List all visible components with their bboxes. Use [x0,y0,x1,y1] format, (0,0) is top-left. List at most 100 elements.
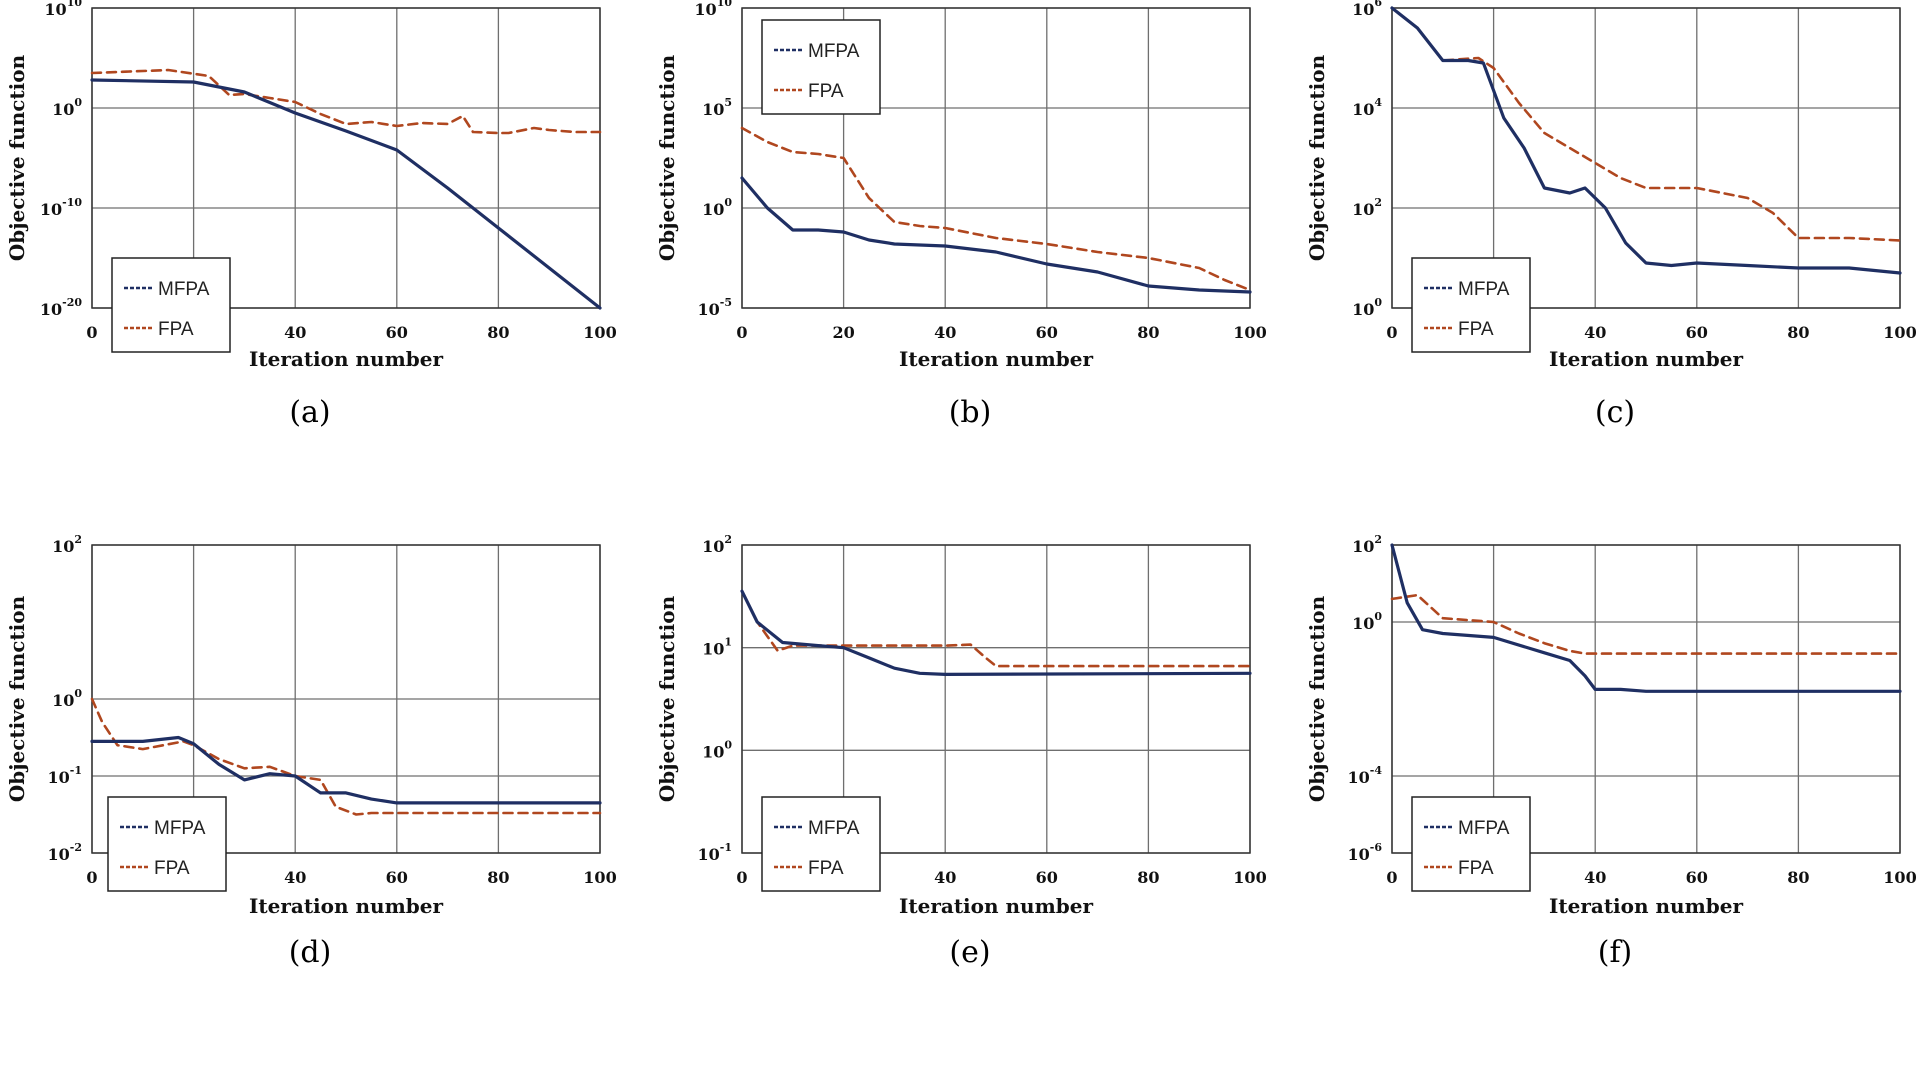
x-axis-label: Iteration number [899,894,1093,918]
x-axis-label: Iteration number [249,347,443,371]
x-tick-label: 60 [386,868,408,887]
x-tick-label: 0 [86,323,97,342]
y-axis-label: Objective function [655,54,679,261]
x-tick-label: 40 [934,868,956,887]
series-line-mfpa [740,589,1252,676]
legend-label-mfpa: MFPA [1458,818,1510,839]
series-line-fpa [740,589,1252,668]
x-axis-label: Iteration number [1549,894,1743,918]
x-tick-label: 100 [1883,868,1916,887]
x-tick-label: 40 [1584,868,1606,887]
x-tick-label: 80 [1787,868,1809,887]
series-line-fpa [1390,6,1902,242]
y-tick-label: 10-5 [698,296,733,319]
x-tick-label: 100 [1233,868,1266,887]
y-tick-label: 100 [702,738,732,761]
caption: (f) [1597,935,1633,970]
legend: MFPA FPA [111,257,231,353]
x-tick-label: 0 [86,868,97,887]
series-line-mfpa [1390,6,1902,275]
y-tick-label: 102 [1352,535,1382,556]
plot-area [741,544,1251,854]
caption: (b) [948,395,992,430]
x-tick-label: 20 [832,323,854,342]
series-line-mfpa [90,78,602,310]
x-tick-label: 60 [1686,323,1708,342]
caption: (a) [289,395,331,430]
y-tick-label: 102 [1352,196,1382,219]
x-tick-label: 60 [1036,323,1058,342]
x-tick-label: 0 [1386,868,1397,887]
x-axis-label: Iteration number [249,894,443,918]
y-tick-label: 10-4 [1348,764,1383,787]
x-tick-label: 80 [487,323,509,342]
plot-area [1391,7,1901,309]
series-line-fpa [740,126,1252,292]
series-line-mfpa [1390,543,1902,693]
plot-area [91,7,601,309]
x-axis-label: Iteration number [1549,347,1743,371]
plot-area [741,7,1251,309]
y-axis-label: Objective function [5,595,29,802]
legend-label-mfpa: MFPA [1458,279,1510,300]
y-tick-label: 105 [702,96,732,119]
legend-label-mfpa: MFPA [158,279,210,300]
y-axis-label: Objective function [655,595,679,802]
series-line-fpa [90,697,602,816]
x-tick-label: 80 [1137,323,1159,342]
series-line-mfpa [90,735,602,805]
x-tick-label: 80 [1137,868,1159,887]
y-axis-label: Objective function [1305,595,1329,802]
y-tick-label: 1010 [44,0,82,19]
caption: (c) [1594,395,1636,430]
x-tick-label: 100 [583,323,616,342]
x-tick-label: 60 [1686,868,1708,887]
y-tick-label: 10-10 [40,196,82,219]
legend-label-fpa: FPA [1458,858,1494,879]
x-tick-label: 60 [1036,868,1058,887]
legend-label-mfpa: MFPA [808,41,860,62]
y-tick-label: 106 [1352,0,1382,19]
legend: MFPA FPA [107,796,227,892]
legend-label-fpa: FPA [158,319,194,340]
x-tick-label: 80 [1787,323,1809,342]
chart-panel-b: 1010 105 100 10-5 0 20 40 60 80 100 Objective fu… [650,0,1290,435]
y-tick-label: 101 [702,636,732,659]
y-tick-label: 104 [1352,96,1382,119]
y-tick-label: 10-1 [698,841,733,864]
legend-label-mfpa: MFPA [808,818,860,839]
series-line-fpa [1390,593,1902,655]
series-line-mfpa [740,176,1252,294]
x-axis-label: Iteration number [899,347,1093,371]
x-tick-label: 0 [1386,323,1397,342]
y-tick-label: 10-2 [48,841,83,864]
y-tick-label: 10-6 [1348,841,1383,864]
x-tick-label: 100 [1233,323,1266,342]
x-tick-label: 0 [736,323,747,342]
x-tick-label: 0 [736,868,747,887]
chart-b: 1010 105 100 10-5 0 20 40 60 80 100 Objective fu… [655,0,1267,371]
y-tick-label: 102 [52,535,82,556]
y-tick-label: 102 [702,535,732,556]
x-tick-label: 100 [1883,323,1916,342]
x-tick-label: 40 [1584,323,1606,342]
legend: MFPA FPA [1411,796,1531,892]
y-tick-label: 100 [52,96,82,119]
legend-label-fpa: FPA [808,81,844,102]
caption: (d) [288,935,332,970]
x-tick-label: 40 [284,868,306,887]
legend-label-fpa: FPA [1458,319,1494,340]
x-tick-label: 60 [386,323,408,342]
legend: MFPA FPA [1411,257,1531,353]
legend-label-fpa: FPA [154,858,190,879]
y-tick-label: 10-20 [40,296,82,319]
x-tick-label: 40 [284,323,306,342]
